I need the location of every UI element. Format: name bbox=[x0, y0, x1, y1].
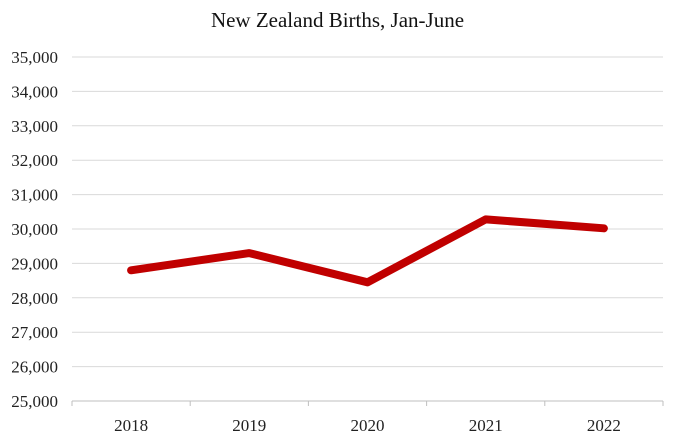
y-tick-label: 35,000 bbox=[11, 48, 58, 67]
y-tick-label: 29,000 bbox=[11, 254, 58, 273]
x-tick-label: 2018 bbox=[114, 416, 148, 435]
y-tick-label: 30,000 bbox=[11, 220, 58, 239]
x-tick-label: 2022 bbox=[587, 416, 621, 435]
y-tick-label: 31,000 bbox=[11, 186, 58, 205]
y-tick-label: 26,000 bbox=[11, 358, 58, 377]
x-tick-label: 2021 bbox=[469, 416, 503, 435]
y-tick-label: 27,000 bbox=[11, 323, 58, 342]
y-tick-label: 28,000 bbox=[11, 289, 58, 308]
y-tick-label: 33,000 bbox=[11, 117, 58, 136]
y-tick-label: 25,000 bbox=[11, 392, 58, 411]
chart-title: New Zealand Births, Jan-June bbox=[210, 8, 465, 32]
y-tick-label: 34,000 bbox=[11, 82, 58, 101]
y-tick-label: 32,000 bbox=[11, 151, 58, 170]
x-tick-label: 2019 bbox=[232, 416, 266, 435]
x-tick-label: 2020 bbox=[351, 416, 385, 435]
